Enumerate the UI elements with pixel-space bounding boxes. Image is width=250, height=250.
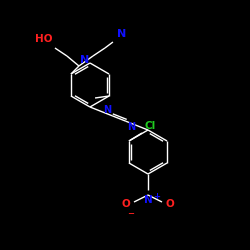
Text: N: N (117, 29, 126, 39)
Text: N: N (80, 55, 89, 65)
Text: HO: HO (36, 34, 53, 44)
Text: −: − (128, 209, 134, 218)
Text: O: O (166, 199, 175, 209)
Text: O: O (121, 199, 130, 209)
Text: +: + (153, 192, 160, 201)
Text: N: N (144, 195, 152, 205)
Text: N: N (127, 122, 135, 132)
Text: N: N (103, 105, 111, 115)
Text: Cl: Cl (145, 121, 156, 131)
